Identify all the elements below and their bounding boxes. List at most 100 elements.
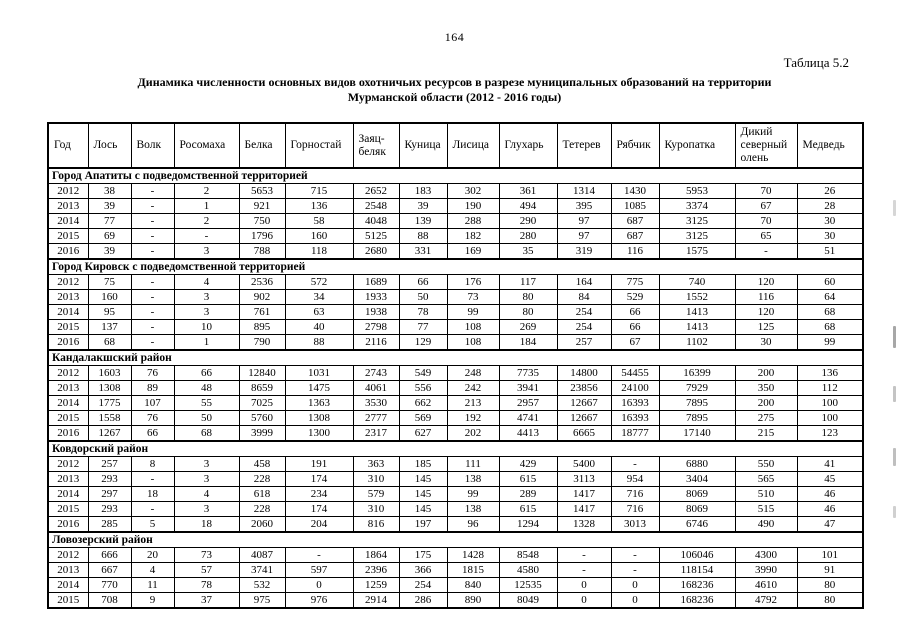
data-row: 2012 38-2 5653 715 2652 183 302 361 1314 1430 5953… <box>47 183 864 199</box>
value-cell: 108 <box>446 319 500 335</box>
value-cell: - <box>130 501 175 517</box>
value-cell: 228 <box>238 501 286 517</box>
value-cell: 5400 <box>556 456 612 472</box>
value-cell: 297 <box>87 486 132 502</box>
value-cell: 4087 <box>238 547 286 563</box>
value-cell: 302 <box>446 183 500 199</box>
value-cell: 76 <box>130 365 175 381</box>
value-cell: 3 <box>173 471 240 487</box>
value-cell: 310 <box>352 501 400 517</box>
value-cell: 4610 <box>734 577 798 593</box>
value-cell: 234 <box>284 486 354 502</box>
value-cell: 80 <box>796 577 864 593</box>
value-cell: 138 <box>446 501 500 517</box>
value-cell: 289 <box>498 486 558 502</box>
value-cell: 6665 <box>556 425 612 442</box>
value-cell: 288 <box>446 213 500 229</box>
value-cell: 39 <box>398 198 448 214</box>
value-cell: 5953 <box>658 183 736 199</box>
value-cell: 3 <box>173 456 240 472</box>
value-cell: 529 <box>610 289 660 305</box>
value-cell: 54455 <box>610 365 660 381</box>
data-row: 2014 1775 107 55 7025 1363 3530 662 213 2957 12667… <box>47 395 864 411</box>
value-cell: - <box>610 562 660 578</box>
value-cell: 280 <box>498 228 558 244</box>
value-cell: 192 <box>446 410 500 426</box>
value-cell: 363 <box>352 456 400 472</box>
value-cell: 2957 <box>498 395 558 411</box>
value-cell: 40 <box>284 319 354 335</box>
value-cell: 1308 <box>284 410 354 426</box>
value-cell: 254 <box>556 304 612 320</box>
value-cell: 16393 <box>610 410 660 426</box>
value-cell: 215 <box>734 425 798 442</box>
value-cell: 3990 <box>734 562 798 578</box>
value-cell: 183 <box>398 183 448 199</box>
value-cell: 1552 <box>658 289 736 305</box>
data-row: 2016 1267 66 68 3999 1300 2317 627 202 4413 6665 18… <box>47 425 864 442</box>
value-cell: 3 <box>173 289 240 305</box>
value-cell: - <box>130 198 175 214</box>
value-cell: 1085 <box>610 198 660 214</box>
scan-artifact <box>893 506 896 518</box>
value-cell: 12535 <box>498 577 558 593</box>
value-cell: 1417 <box>556 501 612 517</box>
scan-artifact <box>893 448 896 466</box>
value-cell: 136 <box>284 198 354 214</box>
column-header: Медведь <box>796 122 864 169</box>
data-row: 2012 257 8 3 458 191 363 185 111 429 5400-6880 550 4… <box>47 456 864 472</box>
value-cell: 627 <box>398 425 448 442</box>
value-cell: 667 <box>87 562 132 578</box>
value-cell: 4 <box>173 486 240 502</box>
year-cell: 2012 <box>47 547 89 563</box>
value-cell: 68 <box>796 319 864 335</box>
value-cell: 68 <box>796 304 864 320</box>
value-cell: 662 <box>398 395 448 411</box>
value-cell: 2914 <box>352 592 400 609</box>
scan-artifact <box>893 326 896 348</box>
year-cell: 2015 <box>47 319 89 335</box>
value-cell: 3530 <box>352 395 400 411</box>
value-cell: 4792 <box>734 592 798 609</box>
value-cell: 99 <box>796 334 864 351</box>
column-header: Рябчик <box>610 122 660 169</box>
value-cell: 429 <box>498 456 558 472</box>
value-cell: 310 <box>352 471 400 487</box>
value-cell: 66 <box>130 425 175 442</box>
year-cell: 2016 <box>47 243 89 260</box>
value-cell: 4048 <box>352 213 400 229</box>
value-cell: 65 <box>734 228 798 244</box>
value-cell: 976 <box>284 592 354 609</box>
value-cell: 96 <box>446 516 500 533</box>
value-cell: 761 <box>238 304 286 320</box>
value-cell: 1267 <box>87 425 132 442</box>
value-cell: 100 <box>796 410 864 426</box>
value-cell: 770 <box>87 577 132 593</box>
year-cell: 2015 <box>47 228 89 244</box>
value-cell: 549 <box>398 365 448 381</box>
value-cell: - <box>130 274 175 290</box>
value-cell: 4741 <box>498 410 558 426</box>
value-cell: 97 <box>556 228 612 244</box>
value-cell: 254 <box>398 577 448 593</box>
value-cell: 458 <box>238 456 286 472</box>
year-cell: 2016 <box>47 425 89 442</box>
value-cell: - <box>130 289 175 305</box>
value-cell: 687 <box>610 228 660 244</box>
value-cell: 78 <box>173 577 240 593</box>
value-cell: 0 <box>610 577 660 593</box>
value-cell: 1428 <box>446 547 500 563</box>
value-cell: 618 <box>238 486 286 502</box>
section-header: Город Кировск с подведомственной террито… <box>47 258 864 275</box>
value-cell: 9 <box>130 592 175 609</box>
value-cell: 572 <box>284 274 354 290</box>
value-cell: 816 <box>352 516 400 533</box>
value-cell: 7929 <box>658 380 736 396</box>
value-cell: 597 <box>284 562 354 578</box>
table-body: Город Апатиты с подведомственной террито… <box>47 167 864 609</box>
value-cell: 84 <box>556 289 612 305</box>
value-cell: 565 <box>734 471 798 487</box>
value-cell: 66 <box>610 319 660 335</box>
value-cell: 97 <box>556 213 612 229</box>
value-cell: 6746 <box>658 516 736 533</box>
